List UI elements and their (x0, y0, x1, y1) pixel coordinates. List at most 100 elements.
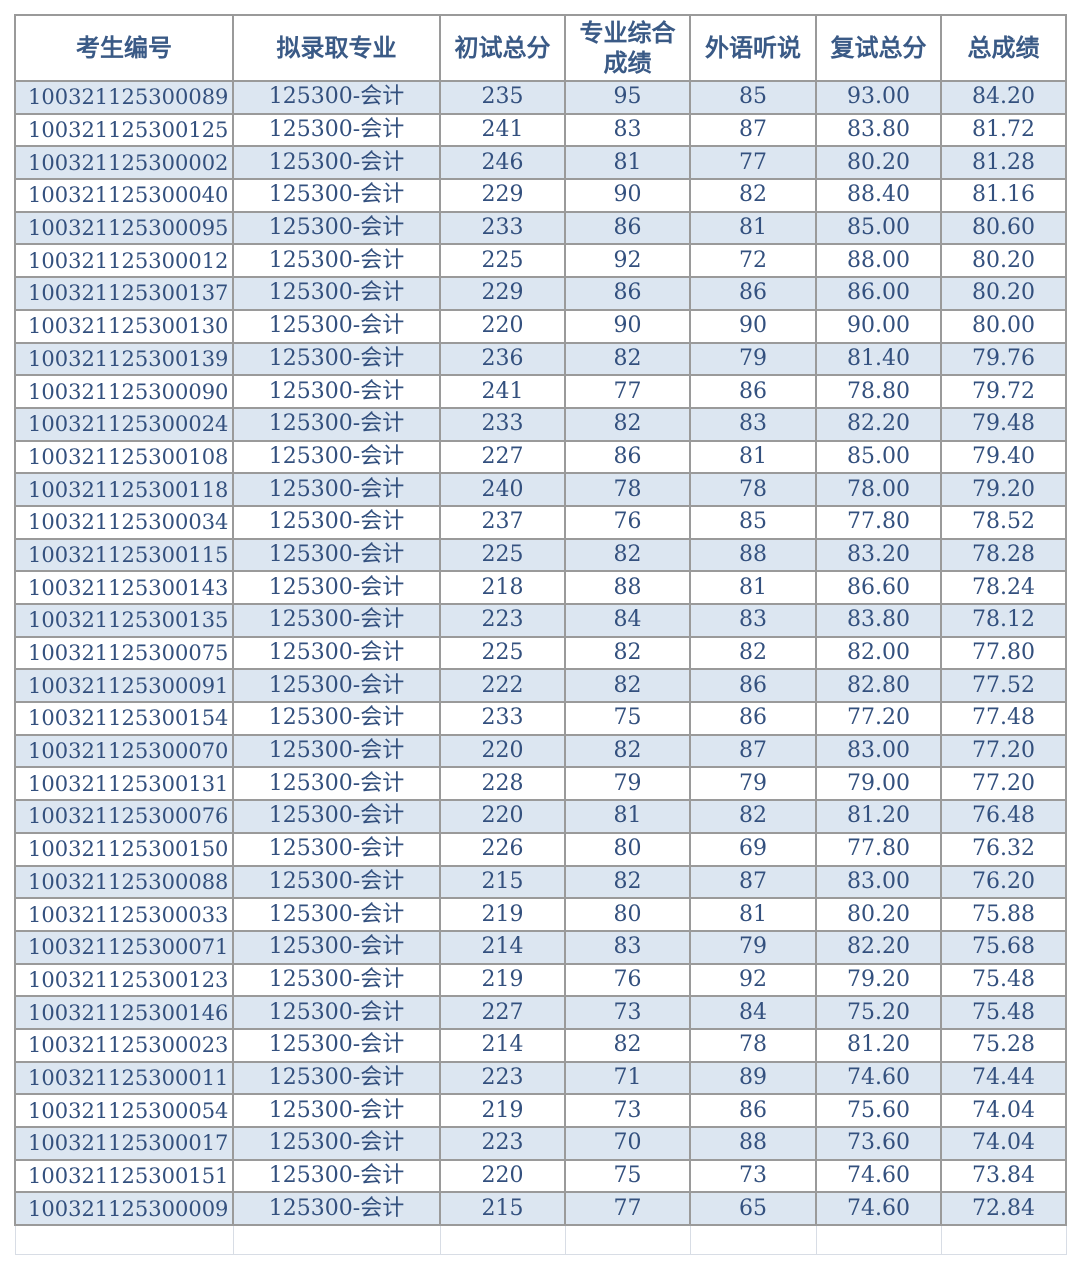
cell-total-score: 72.84 (940, 1191, 1067, 1227)
cell-major: 125300-会计 (232, 733, 441, 769)
cell-major: 125300-会计 (232, 1060, 441, 1096)
cell-retest-score: 75.60 (815, 1093, 942, 1128)
cell-candidate-id: 100321125300088 (14, 864, 234, 900)
table-row: 100321125300115 125300-会计 225 82 88 83.20 78.2… (14, 537, 1067, 573)
cell-professional-score: 80 (564, 831, 691, 867)
empty-cell (815, 1224, 942, 1256)
cell-foreign-language-score: 82 (689, 178, 817, 213)
empty-cell (14, 1224, 234, 1256)
table-row: 100321125300002 125300-会计 246 81 77 80.20 81.2… (14, 145, 1067, 181)
cell-candidate-id: 100321125300118 (14, 472, 234, 507)
cell-initial-score: 215 (439, 864, 566, 900)
table-row: 100321125300033 125300-会计 219 80 81 80.20 75.8… (14, 897, 1067, 932)
cell-candidate-id: 100321125300139 (14, 341, 234, 377)
cell-foreign-language-score: 88 (689, 1126, 817, 1161)
cell-professional-score: 76 (564, 962, 691, 998)
cell-retest-score: 90.00 (815, 308, 942, 344)
cell-retest-score: 81.40 (815, 341, 942, 377)
cell-initial-score: 223 (439, 1126, 566, 1161)
cell-professional-score: 84 (564, 603, 691, 638)
cell-initial-score: 222 (439, 668, 566, 704)
cell-foreign-language-score: 81 (689, 570, 817, 605)
table-row: 100321125300118 125300-会计 240 78 78 78.00 79.2… (14, 472, 1067, 507)
table-row: 100321125300017 125300-会计 223 70 88 73.60 74.0… (14, 1126, 1067, 1161)
cell-foreign-language-score: 85 (689, 80, 817, 115)
cell-initial-score: 241 (439, 374, 566, 409)
cell-candidate-id: 100321125300075 (14, 635, 234, 671)
table-row: 100321125300023 125300-会计 214 82 78 81.20 75.2… (14, 1027, 1067, 1063)
cell-major: 125300-会计 (232, 1126, 441, 1161)
cell-foreign-language-score: 90 (689, 308, 817, 344)
cell-foreign-language-score: 83 (689, 603, 817, 638)
cell-foreign-language-score: 82 (689, 635, 817, 671)
cell-professional-score: 86 (564, 210, 691, 246)
cell-major: 125300-会计 (232, 1093, 441, 1128)
cell-retest-score: 77.80 (815, 831, 942, 867)
table-row: 100321125300139 125300-会计 236 82 79 81.40 79.7… (14, 341, 1067, 377)
cell-foreign-language-score: 77 (689, 145, 817, 181)
cell-professional-score: 75 (564, 701, 691, 736)
cell-initial-score: 229 (439, 178, 566, 213)
cell-retest-score: 86.00 (815, 276, 942, 311)
table-row: 100321125300135 125300-会计 223 84 83 83.80 78.1… (14, 603, 1067, 638)
cell-professional-score: 92 (564, 243, 691, 279)
cell-initial-score: 233 (439, 210, 566, 246)
cell-candidate-id: 100321125300034 (14, 504, 234, 540)
table-row: 100321125300095 125300-会计 233 86 81 85.00 80.6… (14, 210, 1067, 246)
cell-major: 125300-会计 (232, 570, 441, 605)
cell-retest-score: 82.20 (815, 929, 942, 965)
cell-candidate-id: 100321125300137 (14, 276, 234, 311)
cell-candidate-id: 100321125300123 (14, 962, 234, 998)
cell-professional-score: 82 (564, 733, 691, 769)
cell-foreign-language-score: 88 (689, 537, 817, 573)
cell-foreign-language-score: 87 (689, 864, 817, 900)
cell-total-score: 81.16 (940, 178, 1067, 213)
cell-total-score: 77.80 (940, 635, 1067, 671)
cell-retest-score: 82.20 (815, 406, 942, 442)
table-row: 100321125300137 125300-会计 229 86 86 86.00 80.2… (14, 276, 1067, 311)
cell-initial-score: 219 (439, 1093, 566, 1128)
cell-total-score: 76.32 (940, 831, 1067, 867)
cell-professional-score: 82 (564, 635, 691, 671)
cell-candidate-id: 100321125300024 (14, 406, 234, 442)
table-row: 100321125300150 125300-会计 226 80 69 77.80 76.3… (14, 831, 1067, 867)
cell-retest-score: 93.00 (815, 80, 942, 115)
cell-professional-score: 82 (564, 341, 691, 377)
cell-foreign-language-score: 87 (689, 112, 817, 148)
empty-cell (439, 1224, 566, 1256)
cell-major: 125300-会计 (232, 701, 441, 736)
cell-total-score: 75.48 (940, 995, 1067, 1030)
cell-retest-score: 80.20 (815, 145, 942, 181)
cell-major: 125300-会计 (232, 341, 441, 377)
cell-retest-score: 73.60 (815, 1126, 942, 1161)
cell-initial-score: 225 (439, 537, 566, 573)
cell-professional-score: 83 (564, 929, 691, 965)
cell-initial-score: 215 (439, 1191, 566, 1227)
cell-candidate-id: 100321125300040 (14, 178, 234, 213)
cell-candidate-id: 100321125300090 (14, 374, 234, 409)
cell-major: 125300-会计 (232, 995, 441, 1030)
cell-major: 125300-会计 (232, 537, 441, 573)
cell-retest-score: 83.20 (815, 537, 942, 573)
cell-professional-score: 95 (564, 80, 691, 115)
cell-candidate-id: 100321125300151 (14, 1158, 234, 1194)
cell-professional-score: 86 (564, 276, 691, 311)
cell-total-score: 81.28 (940, 145, 1067, 181)
cell-major: 125300-会计 (232, 799, 441, 834)
cell-retest-score: 83.80 (815, 112, 942, 148)
cell-total-score: 78.28 (940, 537, 1067, 573)
cell-retest-score: 80.20 (815, 897, 942, 932)
cell-major: 125300-会计 (232, 668, 441, 704)
cell-professional-score: 82 (564, 1027, 691, 1063)
cell-professional-score: 73 (564, 995, 691, 1030)
cell-initial-score: 237 (439, 504, 566, 540)
cell-candidate-id: 100321125300131 (14, 766, 234, 802)
header-professional-score: 专业综合 成绩 (564, 14, 691, 82)
cell-retest-score: 77.80 (815, 504, 942, 540)
table-row: 100321125300143 125300-会计 218 88 81 86.60 78.2… (14, 570, 1067, 605)
empty-row (14, 1224, 1067, 1256)
header-retest-score: 复试总分 (815, 14, 942, 82)
cell-foreign-language-score: 78 (689, 1027, 817, 1063)
cell-candidate-id: 100321125300017 (14, 1126, 234, 1161)
cell-initial-score: 246 (439, 145, 566, 181)
